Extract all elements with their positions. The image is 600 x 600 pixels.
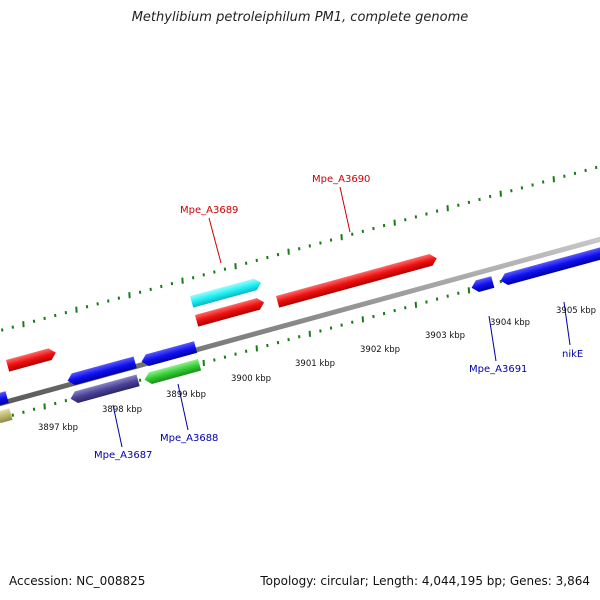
kbp-label: 3903 kbp — [425, 331, 465, 341]
label-leader-line — [177, 383, 189, 431]
label-leader-lines — [112, 186, 571, 448]
label-leader-line — [563, 301, 571, 346]
gene-block-blue — [67, 356, 137, 385]
gene-block-mpe-a3687 — [70, 374, 140, 403]
gene-label[interactable]: Mpe_A3691 — [469, 364, 527, 375]
kbp-label: 3901 kbp — [295, 359, 335, 369]
gene-label[interactable]: Mpe_A3688 — [160, 433, 218, 444]
gene-block-nike — [500, 246, 600, 285]
kbp-label: 3898 kbp — [102, 405, 142, 415]
map-title: Methylibium petroleiphilum PM1, complete… — [131, 10, 469, 25]
kbp-label: 3897 kbp — [38, 423, 78, 433]
upper-tick-row — [1, 165, 598, 332]
gene-block-mpe-a3691 — [471, 276, 495, 292]
kbp-scale-labels: 3897 kbp 3898 kbp 3899 kbp 3900 kbp 3901 kbp… — [38, 306, 596, 433]
label-leader-line — [208, 217, 222, 264]
gene-block-red — [6, 348, 56, 372]
kbp-label: 3902 kbp — [360, 345, 400, 355]
gene-label[interactable]: Mpe_A3690 — [312, 174, 370, 185]
gene-block-mpe-a3689 — [190, 278, 262, 308]
gene-block-blue — [141, 341, 198, 366]
gene-block-red — [195, 298, 265, 327]
label-leader-line — [488, 315, 497, 362]
topology-text: Topology: circular; Length: 4,044,195 bp… — [260, 574, 590, 588]
gene-label[interactable]: Mpe_A3689 — [180, 205, 238, 216]
kbp-label: 3899 kbp — [166, 390, 206, 400]
label-leader-line — [339, 186, 351, 233]
gene-block-mpe-a3690 — [276, 254, 437, 308]
kbp-label: 3905 kbp — [556, 306, 596, 316]
label-leader-line — [112, 404, 123, 448]
gene-block-mpe-a3688 — [144, 358, 202, 384]
gene-block-blue-edge — [0, 391, 9, 405]
gene-label[interactable]: Mpe_A3687 — [94, 450, 152, 461]
gene-features — [0, 246, 600, 423]
gene-label[interactable]: nikE — [562, 349, 583, 360]
gene-name-labels: Mpe_A3689 Mpe_A3690 Mpe_A3687 Mpe_A3688 Mpe_… — [94, 174, 583, 461]
kbp-label: 3904 kbp — [490, 318, 530, 328]
kbp-label: 3900 kbp — [231, 374, 271, 384]
gene-block-olive-edge — [0, 408, 13, 423]
accession-text: Accession: NC_008825 — [9, 574, 146, 588]
